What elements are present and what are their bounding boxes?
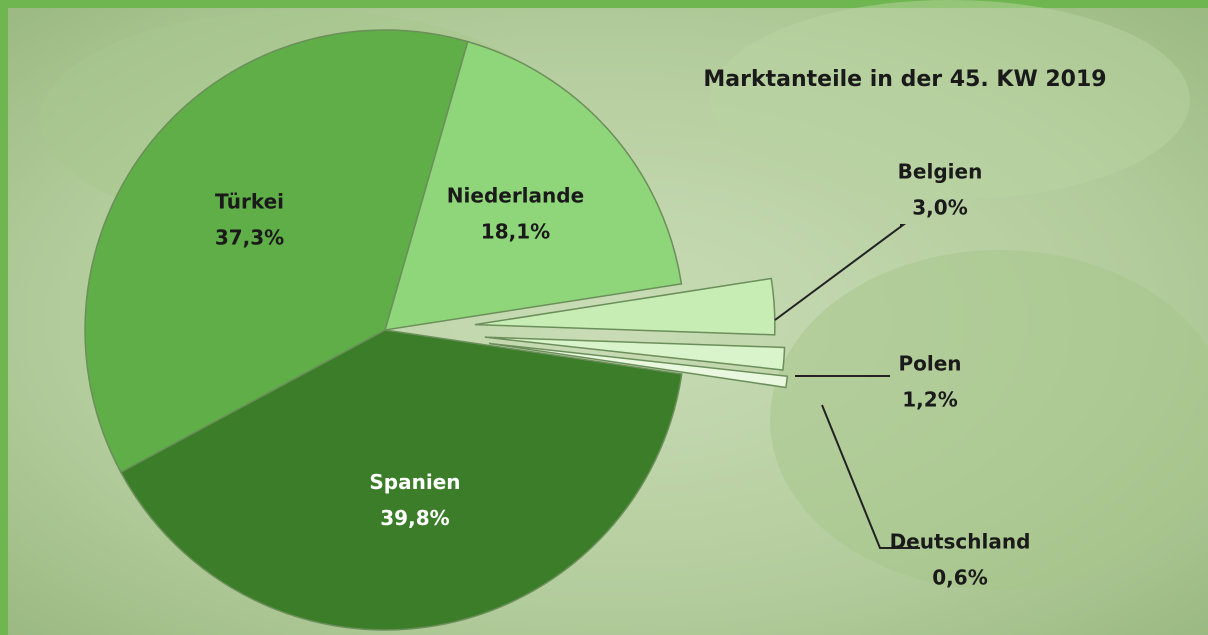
slice-label: Türkei — [215, 189, 284, 213]
pie-slice — [474, 277, 776, 336]
chart-title: Marktanteile in der 45. KW 2019 — [703, 67, 1106, 92]
value-label: 37,3% — [215, 225, 284, 249]
pie-slice — [489, 342, 789, 389]
bg-shape — [710, 0, 1190, 200]
value-label: 39,8% — [380, 506, 449, 530]
slice-label: Niederlande — [447, 183, 584, 207]
slice-label: Belgien — [898, 160, 983, 184]
value-label: 1,2% — [902, 388, 957, 412]
bg-shape — [770, 250, 1208, 590]
pie-slice — [84, 29, 469, 474]
slice-label: Spanien — [369, 470, 460, 494]
value-label: 3,0% — [912, 196, 967, 220]
value-label: 0,6% — [932, 566, 987, 590]
pie-slice — [484, 336, 786, 371]
leader-line — [821, 404, 920, 549]
value-label: 18,1% — [481, 219, 550, 243]
pie-slice — [383, 40, 683, 331]
slice-label: Deutschland — [890, 530, 1031, 554]
leader-line — [774, 224, 907, 321]
slice-label: Polen — [898, 352, 961, 376]
pie-slice — [119, 329, 683, 631]
